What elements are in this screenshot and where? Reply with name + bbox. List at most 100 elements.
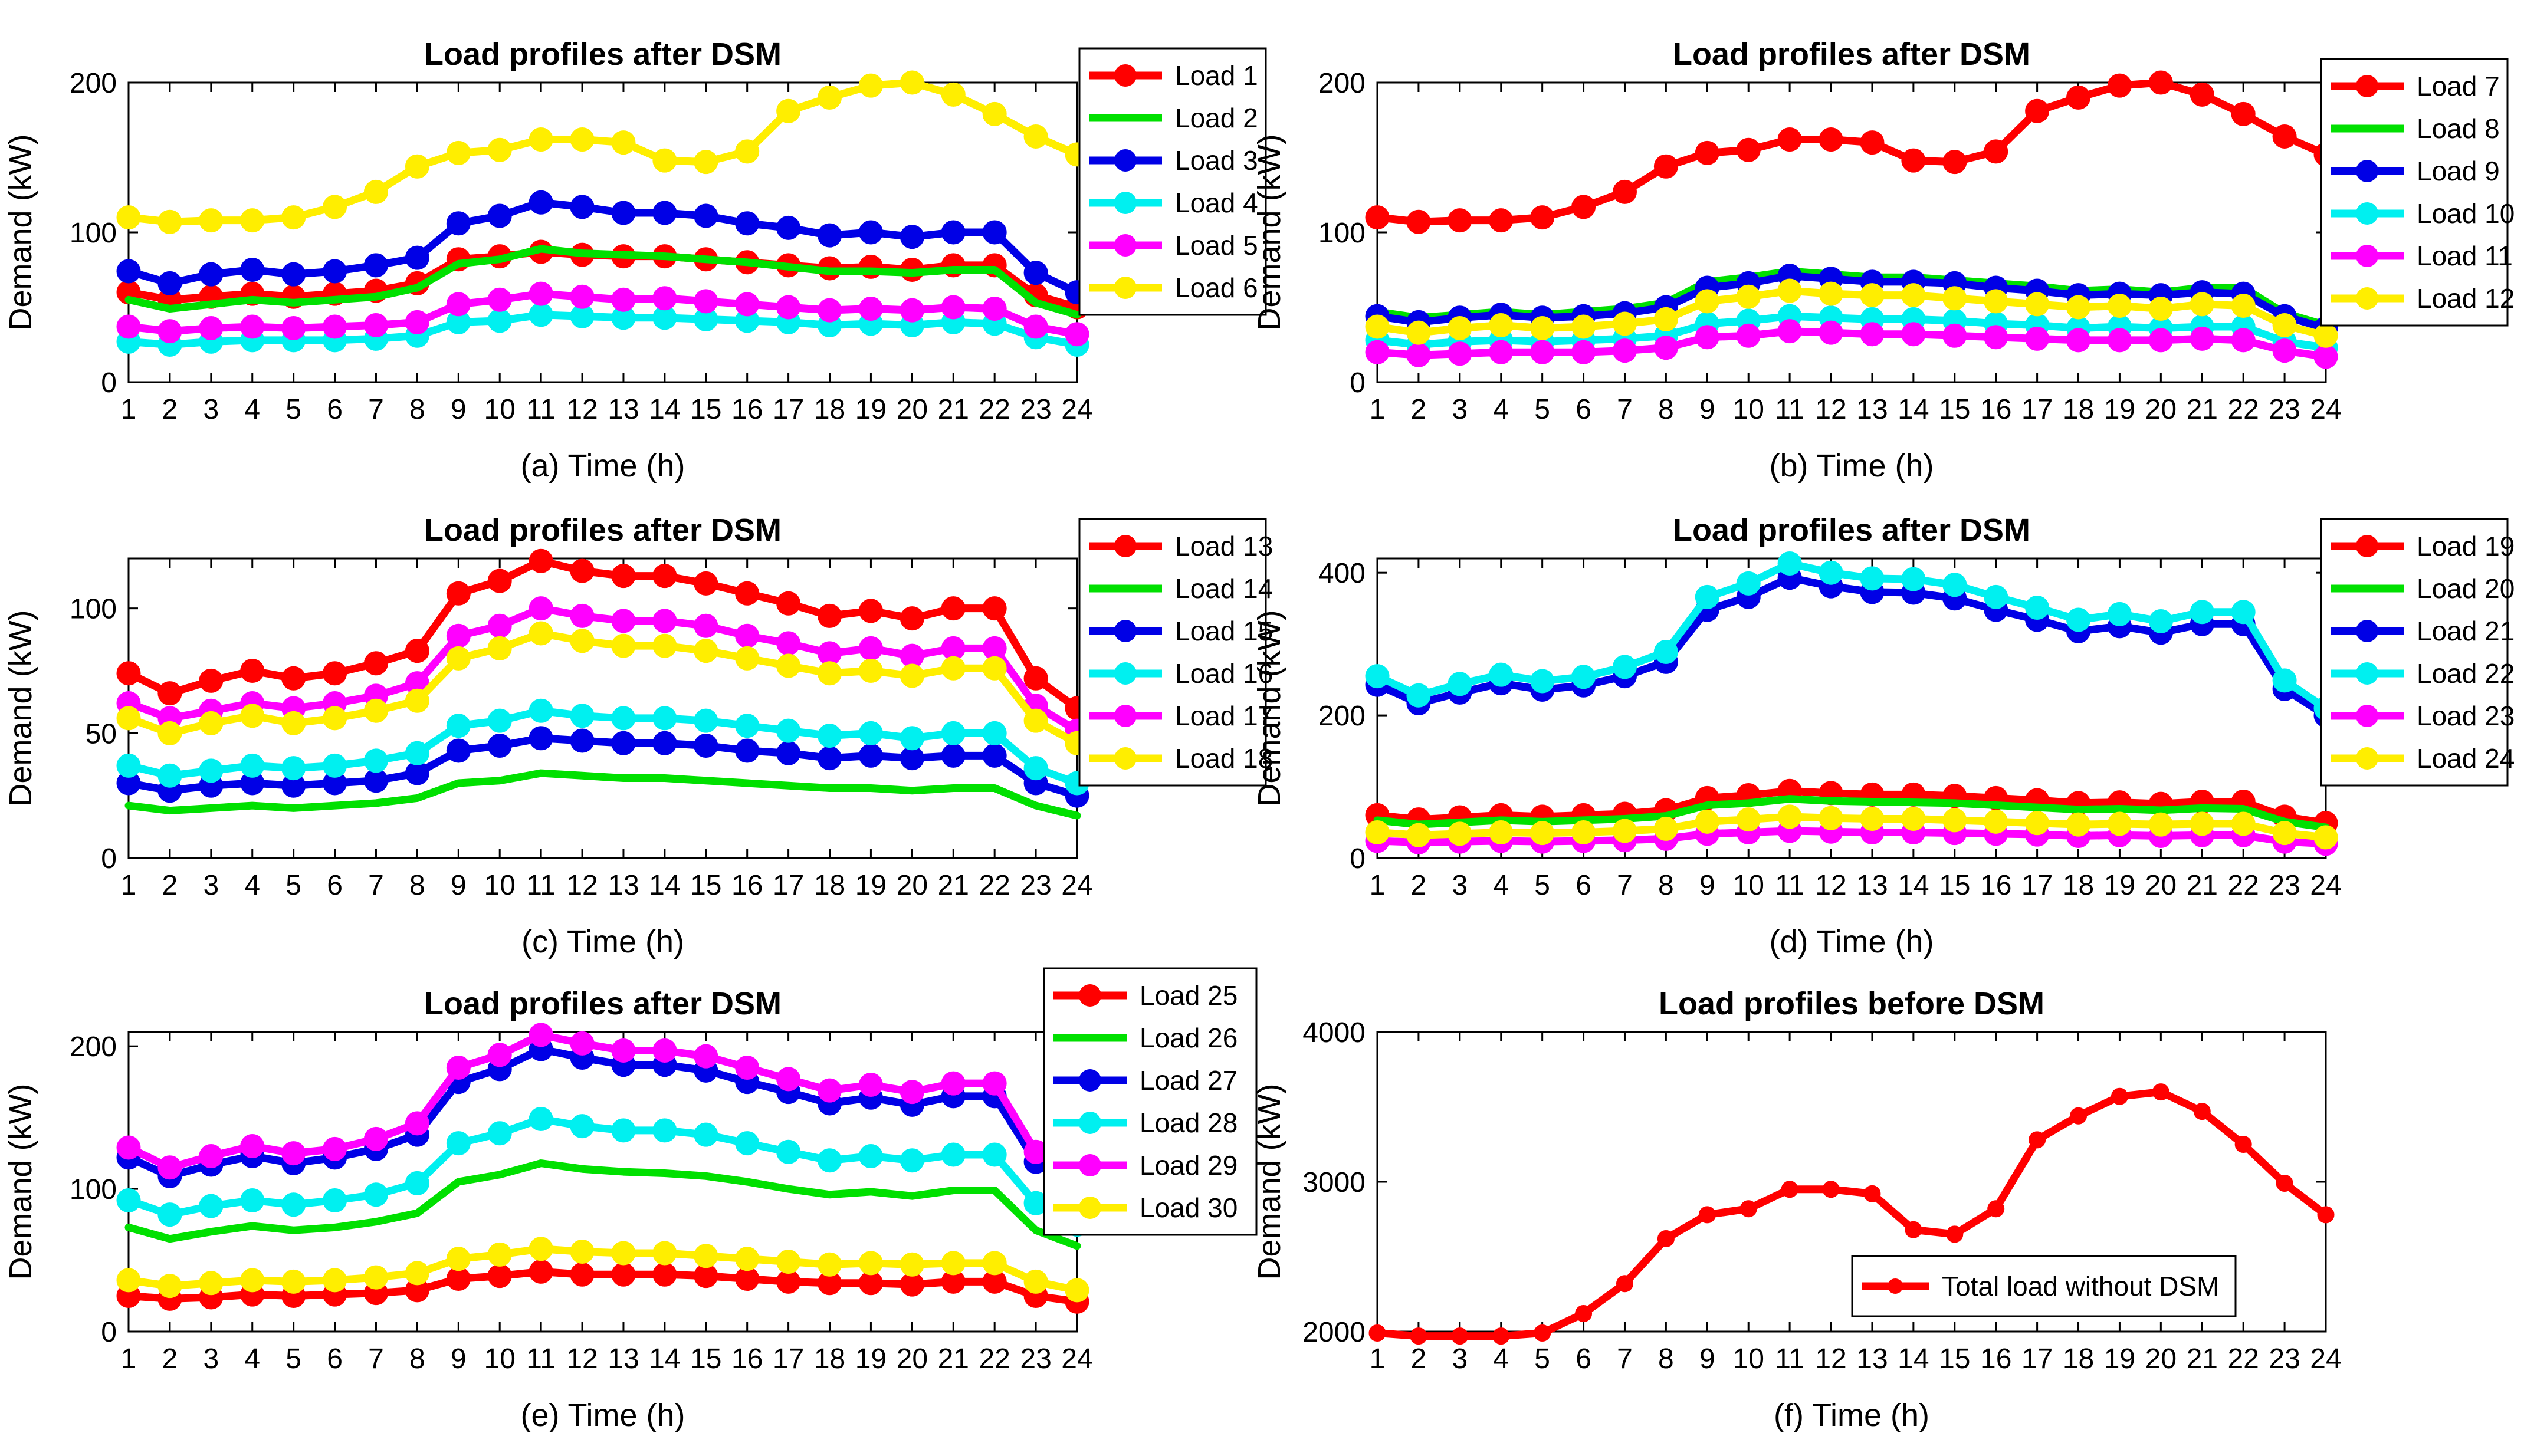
- data-point: [487, 636, 512, 660]
- data-point: [2231, 811, 2256, 836]
- data-point: [900, 606, 924, 631]
- data-point: [941, 721, 966, 745]
- x-tick-label: 18: [2063, 1343, 2094, 1375]
- x-tick-label: 24: [2310, 1343, 2341, 1375]
- x-tick-label: 9: [451, 1343, 467, 1375]
- x-tick-label: 19: [855, 394, 887, 425]
- data-point: [1901, 806, 1926, 831]
- legend-marker: [2356, 620, 2378, 642]
- legend-marker: [1114, 149, 1137, 172]
- x-tick-label: 13: [608, 870, 639, 901]
- x-tick-label: 8: [409, 1343, 425, 1375]
- data-point: [1023, 261, 1048, 285]
- x-tick-label: 14: [649, 1343, 680, 1375]
- data-point: [1736, 807, 1761, 832]
- x-tick-label: 18: [814, 1343, 845, 1375]
- series-line-load-14: [124, 769, 1081, 820]
- data-point: [900, 726, 924, 751]
- x-tick-label: 5: [1534, 1343, 1550, 1375]
- data-point: [281, 316, 306, 341]
- x-tick-label: 9: [1699, 870, 1715, 901]
- data-point: [446, 292, 471, 317]
- data-point: [487, 1121, 512, 1146]
- data-point: [240, 1134, 265, 1159]
- data-point: [1365, 820, 1390, 844]
- data-point: [858, 721, 883, 745]
- data-point: [611, 287, 636, 312]
- data-point: [446, 1131, 471, 1156]
- data-point: [1695, 584, 1719, 609]
- x-tick-label: 20: [897, 1343, 928, 1375]
- data-point: [157, 681, 182, 706]
- data-point: [1860, 322, 1885, 347]
- data-point: [694, 150, 718, 175]
- data-point: [2231, 328, 2256, 353]
- legend-label: Load 18: [1175, 743, 1273, 774]
- x-tick-label: 23: [1020, 394, 1051, 425]
- data-point: [776, 1249, 801, 1274]
- x-tick-label: 23: [2269, 394, 2300, 425]
- data-point: [941, 1251, 966, 1276]
- legend-label: Load 9: [2417, 156, 2500, 186]
- chart-title: Load profiles after DSM: [424, 37, 782, 72]
- x-tick-label: 11: [526, 870, 556, 901]
- data-point: [2066, 328, 2091, 353]
- data-point: [2066, 295, 2091, 320]
- x-tick-label: 7: [1617, 1343, 1633, 1375]
- data-point: [1777, 804, 1802, 829]
- legend-label: Total load without DSM: [1942, 1271, 2219, 1301]
- data-point: [652, 286, 677, 311]
- data-point: [1942, 286, 1967, 311]
- legend-label: Load 21: [2417, 616, 2515, 646]
- data-point: [363, 1126, 388, 1151]
- x-tick-label: 11: [1775, 870, 1804, 901]
- data-point: [611, 609, 636, 633]
- y-axis-label: Demand (kW): [3, 1083, 38, 1280]
- data-point: [776, 295, 801, 320]
- data-point: [652, 1241, 677, 1266]
- x-tick-label: 4: [244, 1343, 260, 1375]
- data-point: [1065, 1278, 1089, 1303]
- y-tick-label: 4000: [1302, 1017, 1366, 1049]
- data-point: [2148, 812, 2173, 837]
- data-point: [529, 596, 553, 621]
- data-point: [240, 1268, 265, 1293]
- data-point: [776, 215, 801, 240]
- x-tick-label: 24: [1061, 394, 1092, 425]
- data-point: [281, 1192, 306, 1217]
- data-point: [157, 271, 182, 295]
- data-point: [1819, 560, 1843, 585]
- x-tick-label: 11: [1775, 1343, 1804, 1375]
- legend-box: [1043, 967, 1258, 1236]
- data-point: [735, 1247, 760, 1271]
- x-tick-label: 24: [1061, 870, 1092, 901]
- data-point: [199, 758, 224, 783]
- data-point: [116, 259, 141, 284]
- x-tick-label: 23: [1020, 870, 1051, 901]
- data-point: [240, 1188, 265, 1212]
- x-tick-label: 19: [2104, 870, 2135, 901]
- data-point: [652, 609, 677, 633]
- data-point: [487, 708, 512, 733]
- legend-label: Load 3: [1175, 145, 1258, 176]
- x-tick-label: 3: [203, 870, 219, 901]
- data-point: [1612, 655, 1637, 679]
- legend-label: Load 19: [2417, 531, 2515, 561]
- data-point: [1819, 281, 1843, 306]
- data-point: [1657, 1230, 1675, 1248]
- data-point: [1653, 336, 1678, 360]
- data-point: [116, 706, 141, 731]
- data-point: [1942, 150, 1967, 175]
- data-point: [2025, 98, 2050, 123]
- data-point: [529, 127, 553, 152]
- data-point: [1065, 322, 1089, 347]
- data-point: [570, 1031, 595, 1056]
- x-tick-label: 14: [649, 394, 680, 425]
- data-point: [1901, 567, 1926, 591]
- data-point: [2272, 313, 2297, 337]
- x-tick-label: 11: [526, 394, 556, 425]
- x-tick-label: 21: [2187, 394, 2218, 425]
- data-point: [116, 314, 141, 339]
- legend-label: Load 6: [1175, 272, 1258, 303]
- data-point: [735, 139, 760, 164]
